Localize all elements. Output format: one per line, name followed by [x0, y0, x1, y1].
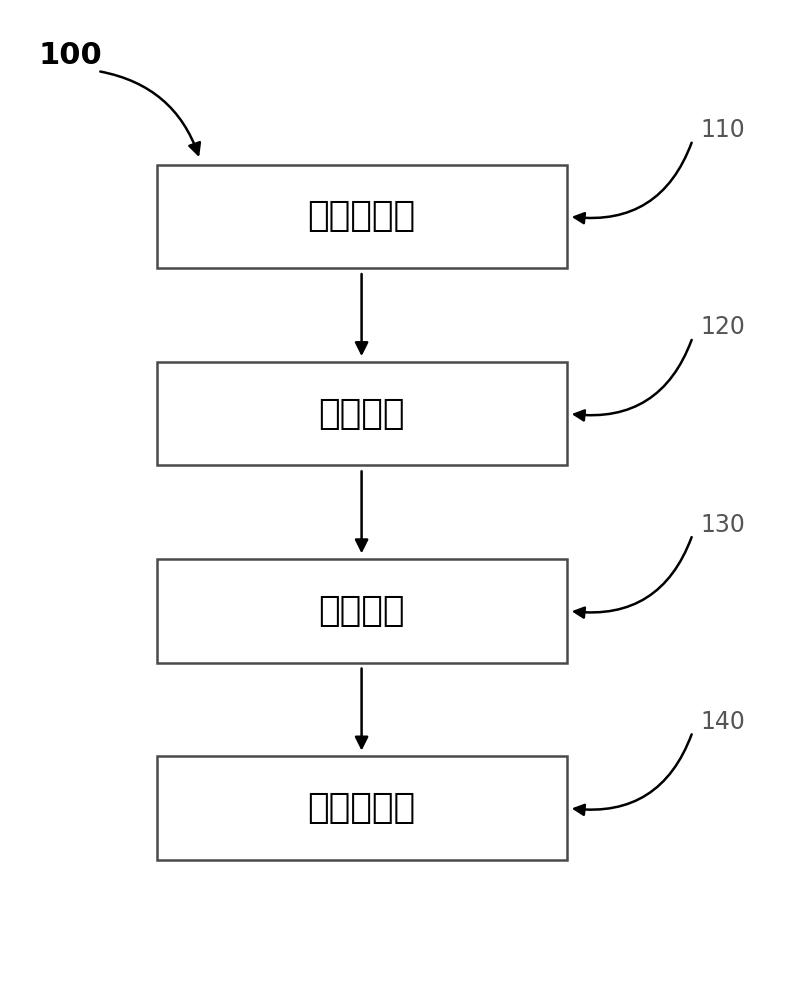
Bar	[156, 756, 566, 860]
Text: 100: 100	[38, 41, 102, 70]
Text: 制备原料: 制备原料	[318, 397, 405, 431]
Text: 产甲烷反应: 产甲烷反应	[307, 791, 415, 825]
Text: 制备接种物: 制备接种物	[307, 199, 415, 233]
Text: 130: 130	[700, 513, 745, 537]
Bar	[156, 165, 566, 268]
Text: 110: 110	[700, 118, 745, 142]
Text: 140: 140	[700, 710, 745, 734]
Text: 120: 120	[700, 315, 745, 339]
Text: 酸化反应: 酸化反应	[318, 594, 405, 628]
Bar	[156, 362, 566, 465]
Bar	[156, 559, 566, 663]
